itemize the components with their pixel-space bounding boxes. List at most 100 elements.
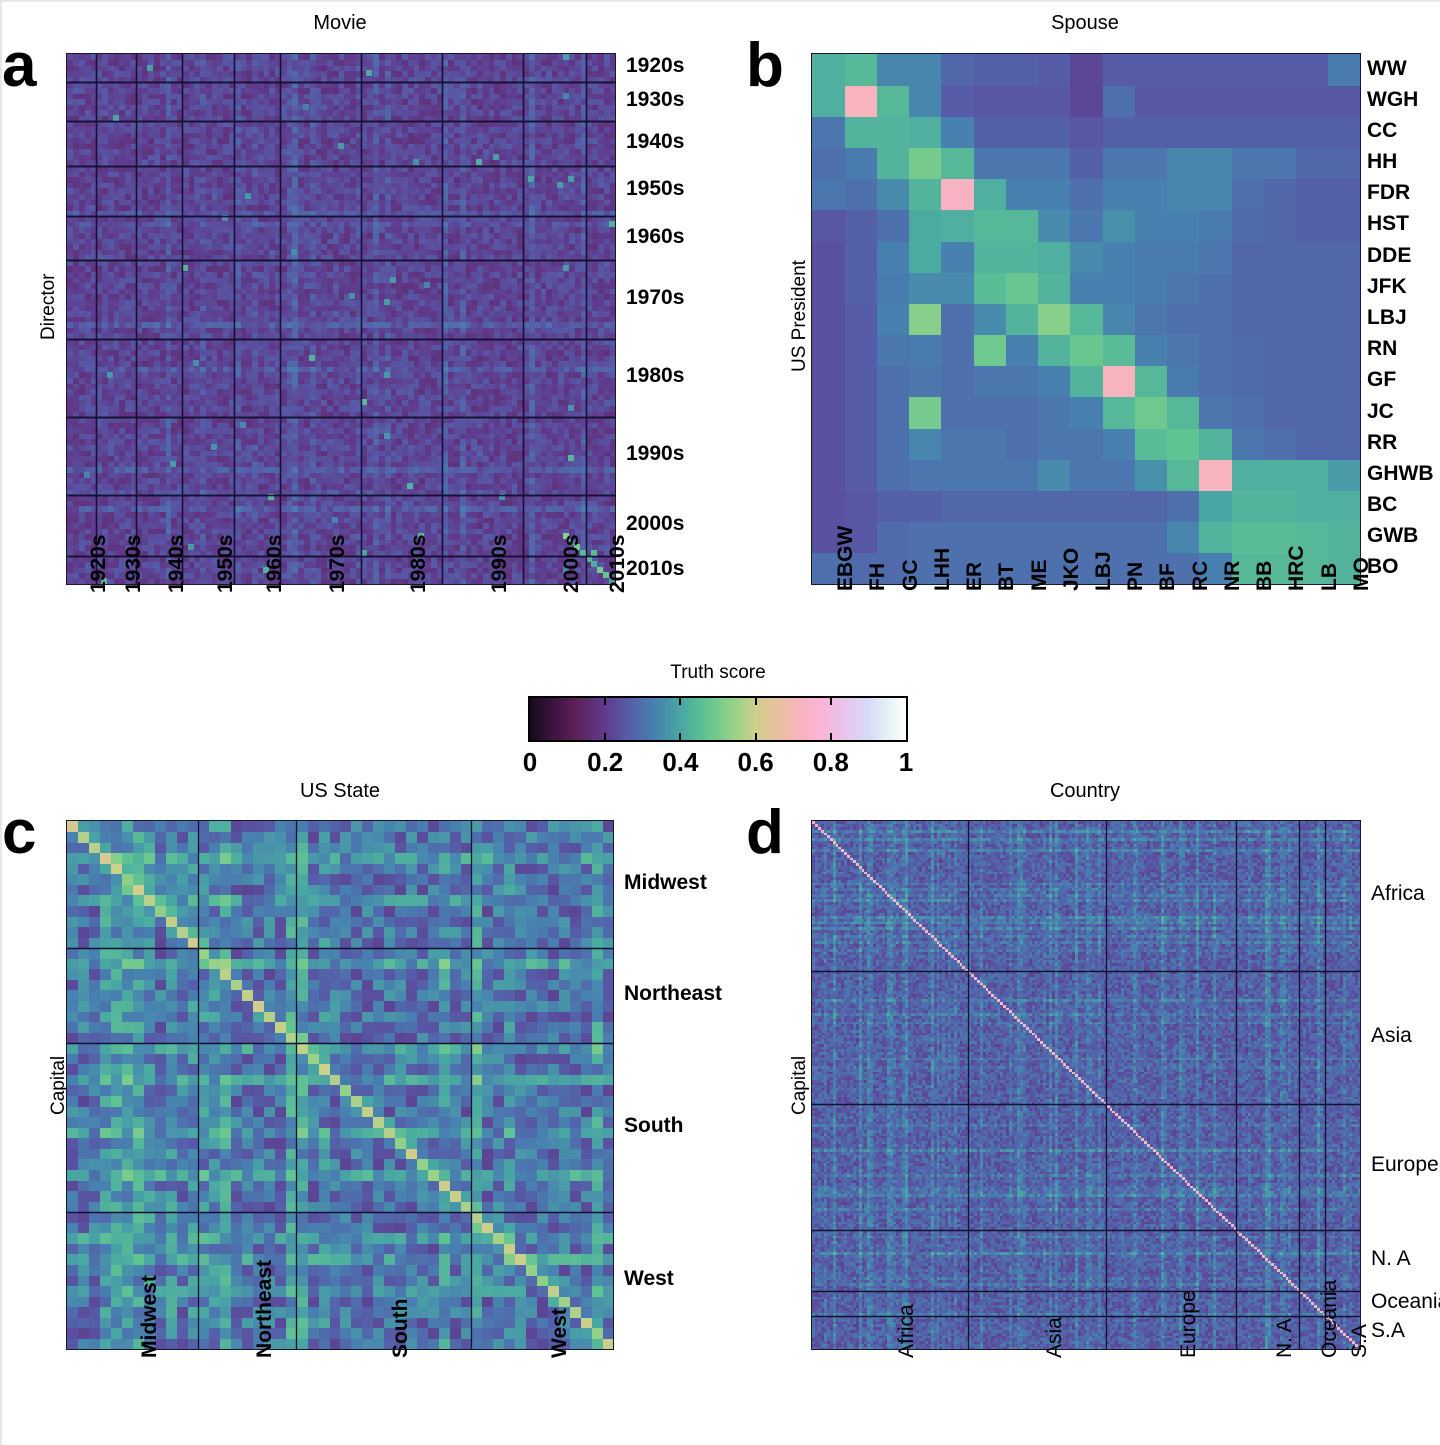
col-label: LBJ — [1092, 551, 1115, 591]
row-label: BC — [1367, 493, 1398, 517]
panel-b-ylabel: US President — [789, 260, 810, 372]
panel-a-ylabel: Director — [38, 273, 59, 340]
row-group-label: South — [624, 1113, 684, 1137]
colorbar-tick-mark — [604, 733, 607, 740]
colorbar-gradient — [528, 696, 908, 742]
row-group-label: 1920s — [626, 54, 685, 78]
col-group-label: 2010s — [606, 534, 630, 593]
row-label: DDE — [1367, 243, 1412, 267]
colorbar-tick-label: 0 — [522, 747, 538, 777]
row-label: RN — [1367, 337, 1398, 361]
col-label: FH — [866, 563, 890, 591]
row-group-label: West — [624, 1266, 674, 1290]
row-group-label: 1930s — [626, 87, 685, 111]
panel-b-heatmap[interactable] — [811, 53, 1361, 585]
top-divider-line — [0, 0, 1440, 2]
row-label: WGH — [1367, 87, 1419, 111]
row-label: JC — [1367, 399, 1394, 423]
row-group-label: 2000s — [626, 511, 685, 535]
col-group-label: 1920s — [86, 534, 110, 593]
row-label: CC — [1367, 118, 1398, 142]
col-label: LHH — [930, 547, 954, 591]
panel-c-heatmap[interactable] — [66, 820, 614, 1350]
panel-d-ylabel: Capital — [789, 1055, 810, 1115]
col-label: ER — [963, 561, 987, 591]
row-group-label: 1990s — [626, 442, 685, 466]
row-group-label: 1950s — [626, 177, 685, 201]
row-group-label: Asia — [1371, 1024, 1412, 1048]
panel-a-title: Movie — [313, 12, 367, 34]
colorbar-tick-mark — [754, 698, 757, 705]
colorbar-tick-mark — [829, 698, 832, 705]
row-group-label: 1960s — [626, 224, 685, 248]
row-label: GWB — [1367, 524, 1419, 548]
col-label: GC — [898, 559, 922, 592]
col-label: PN — [1124, 561, 1148, 591]
panel-a-heatmap[interactable] — [66, 53, 616, 585]
col-label: LB — [1317, 563, 1341, 591]
colorbar-tick-label: 0.4 — [662, 747, 699, 777]
left-divider-line — [0, 0, 2, 1445]
col-group-label: Northeast — [252, 1259, 276, 1358]
colorbar-tick-label: 1 — [898, 747, 914, 777]
row-group-label: 1980s — [626, 364, 685, 388]
colorbar-tick-mark — [604, 698, 607, 705]
col-group-label: Oceania — [1317, 1279, 1341, 1358]
row-group-label: Africa — [1371, 882, 1425, 906]
col-label: NR — [1220, 560, 1244, 591]
panel-d-letter: d — [746, 798, 784, 867]
row-group-label: N. A — [1371, 1246, 1411, 1270]
col-group-label: 1990s — [487, 534, 511, 593]
col-group-label: 1950s — [213, 534, 237, 593]
col-label: ME — [1027, 559, 1051, 592]
row-label: GHWB — [1367, 461, 1434, 485]
col-group-label: Midwest — [138, 1275, 162, 1358]
col-group-label: N. A — [1273, 1318, 1297, 1358]
row-label: GF — [1367, 368, 1397, 392]
panel-b-letter: b — [746, 31, 784, 100]
row-group-label: 1940s — [626, 129, 685, 153]
row-label: HST — [1367, 212, 1409, 236]
col-group-label: 1980s — [407, 534, 431, 593]
row-group-label: S.A — [1371, 1318, 1405, 1342]
col-label: BF — [1156, 563, 1180, 591]
colorbar-tick-label: 0.6 — [737, 747, 774, 777]
row-group-label: Oceania — [1371, 1289, 1440, 1313]
col-group-label: West — [547, 1308, 571, 1358]
panel-d-heatmap[interactable] — [811, 820, 1361, 1350]
col-group-label: Asia — [1042, 1317, 1066, 1358]
row-label: FDR — [1367, 181, 1411, 205]
col-label: MO — [1349, 557, 1373, 591]
colorbar-tick-mark — [679, 698, 682, 705]
colorbar-title: Truth score — [670, 662, 766, 683]
colorbar-tick-mark — [829, 733, 832, 740]
row-group-label: Northeast — [624, 981, 723, 1005]
panel-c-title: US State — [299, 780, 381, 802]
col-label: EBGW — [834, 525, 858, 591]
col-label: RC — [1188, 560, 1212, 591]
panel-a-letter: a — [2, 31, 37, 100]
col-group-label: Europe — [1176, 1290, 1200, 1358]
panel-d-title: Country — [1049, 780, 1121, 802]
row-label: HH — [1367, 150, 1398, 174]
row-group-label: Midwest — [624, 870, 707, 894]
col-group-label: Africa — [895, 1304, 919, 1358]
col-label: BT — [995, 563, 1019, 591]
colorbar-tick-mark — [679, 733, 682, 740]
row-group-label: 1970s — [626, 285, 685, 309]
panel-c-letter: c — [2, 798, 37, 867]
row-group-label: 2010s — [626, 556, 685, 580]
col-group-label: South — [389, 1298, 413, 1358]
col-group-label: S.A — [1348, 1324, 1372, 1358]
row-label: LBJ — [1367, 306, 1407, 329]
col-group-label: 1970s — [326, 534, 350, 593]
col-group-label: 2000s — [559, 534, 583, 593]
row-label: WW — [1367, 56, 1407, 80]
colorbar-tick-label: 0.8 — [812, 747, 849, 777]
col-group-label: 1960s — [262, 534, 286, 593]
row-label: JFK — [1367, 274, 1407, 298]
panel-b-title: Spouse — [1051, 12, 1119, 34]
col-group-label: 1930s — [121, 534, 145, 593]
colorbar-tick-mark — [754, 733, 757, 740]
col-label: JKO — [1059, 547, 1083, 591]
